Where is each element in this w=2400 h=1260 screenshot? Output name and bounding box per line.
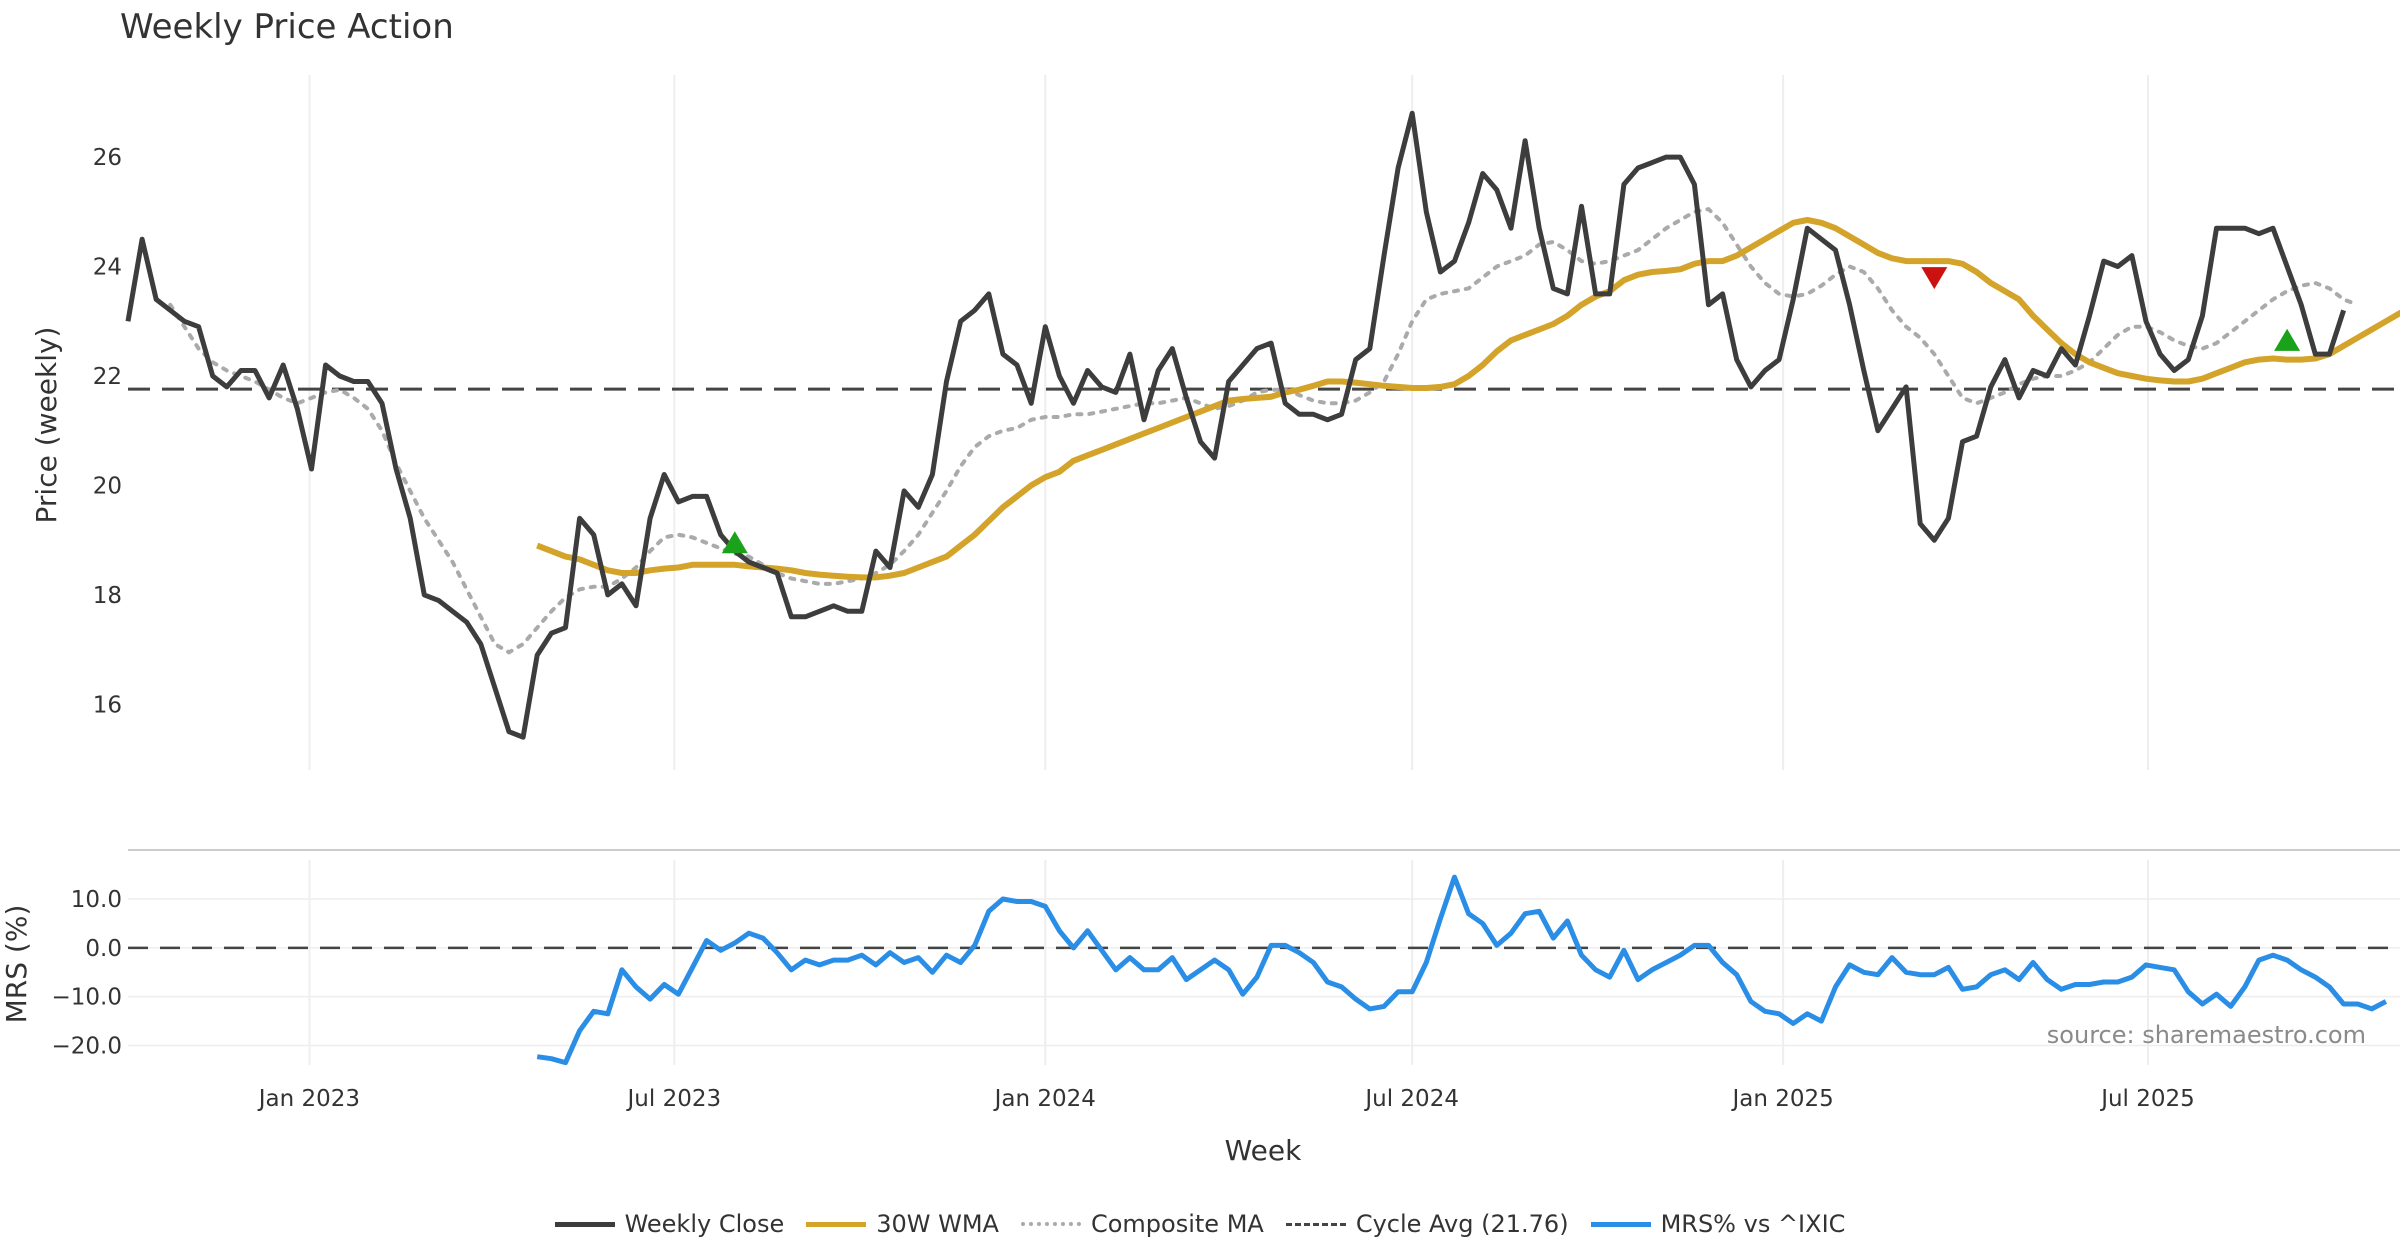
legend-item-composite-ma[interactable]: Composite MA — [1020, 1210, 1264, 1238]
legend-label: 30W WMA — [876, 1210, 999, 1238]
mrs-line — [536, 874, 2388, 1066]
buy-signal-marker — [2274, 328, 2301, 351]
price-y-tick-label: 26 — [93, 145, 122, 171]
composite-ma-swatch — [1020, 1222, 1081, 1226]
x-axis-title: Week — [1225, 1134, 1302, 1167]
mrs-y-axis-title: MRS (%) — [0, 905, 33, 1024]
composite-ma-line — [168, 206, 2360, 655]
mrs-y-tick-label: 10.0 — [71, 887, 122, 913]
buy-signal-marker — [721, 531, 748, 554]
x-axis-ticks: Jan 2023 Jul 2023 Jan 2024 Jul 2024 Jan 2025… — [257, 1086, 2195, 1112]
weekly-close-swatch — [554, 1221, 615, 1227]
legend-item-mrs[interactable]: MRS% vs ^IXIC — [1590, 1210, 1846, 1238]
x-tick-label: Jul 2023 — [626, 1086, 722, 1112]
legend-item-weekly-close[interactable]: Weekly Close — [554, 1210, 785, 1238]
sell-signal-marker — [1921, 267, 1948, 290]
legend-label: Cycle Avg (21.76) — [1355, 1210, 1569, 1238]
cycle-avg-swatch — [1285, 1222, 1346, 1226]
wma-30w-line — [536, 217, 2400, 581]
mrs-y-ticks: 10.0 0.0 −10.0 −20.0 — [52, 887, 122, 1059]
price-y-ticks: 16 18 20 22 24 26 — [93, 145, 122, 718]
legend-label: Weekly Close — [624, 1210, 785, 1238]
price-y-tick-label: 20 — [93, 473, 122, 499]
price-y-axis-title: Price (weekly) — [30, 327, 63, 524]
legend-item-wma[interactable]: 30W WMA — [806, 1210, 999, 1238]
x-tick-label: Jan 2023 — [257, 1086, 360, 1112]
legend-item-cycle-avg[interactable]: Cycle Avg (21.76) — [1285, 1210, 1569, 1238]
price-y-tick-label: 24 — [93, 255, 122, 281]
price-y-tick-label: 18 — [93, 583, 122, 609]
price-gridlines — [308, 75, 2150, 770]
mrs-swatch — [1590, 1221, 1651, 1227]
weekly-close-line — [125, 110, 2346, 740]
mrs-y-tick-label: 0.0 — [85, 936, 122, 962]
price-y-tick-label: 22 — [93, 364, 122, 390]
x-tick-label: Jul 2024 — [1363, 1086, 1459, 1112]
wma-swatch — [806, 1221, 867, 1227]
mrs-y-tick-label: −20.0 — [52, 1033, 122, 1059]
price-y-tick-label: 16 — [93, 692, 122, 718]
price-action-chart: Weekly Price Action 16 18 20 22 24 26 Price (… — [0, 7, 2400, 1167]
chart-title: Weekly Price Action — [120, 7, 454, 47]
x-tick-label: Jul 2025 — [2099, 1086, 2195, 1112]
signal-markers — [721, 267, 2301, 554]
x-tick-label: Jan 2024 — [993, 1086, 1096, 1112]
legend-label: Composite MA — [1090, 1210, 1264, 1238]
source-watermark: source: sharemaestro.com — [2047, 1021, 2366, 1049]
legend-label: MRS% vs ^IXIC — [1660, 1210, 1846, 1238]
x-tick-label: Jan 2025 — [1730, 1086, 1833, 1112]
mrs-y-tick-label: −10.0 — [52, 985, 122, 1011]
legend: Weekly Close 30W WMA Composite MA Cycle … — [0, 1210, 2400, 1238]
